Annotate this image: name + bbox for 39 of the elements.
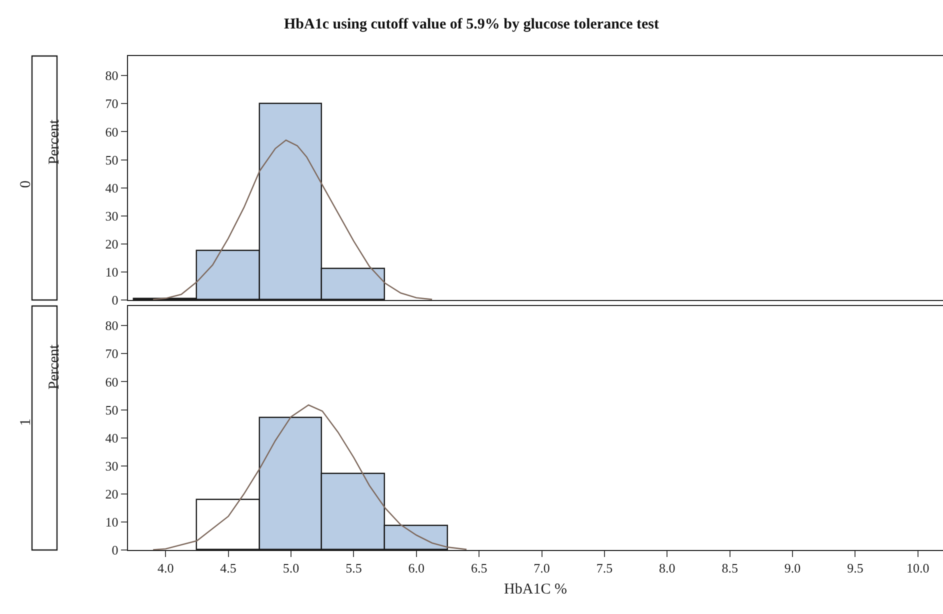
- x-tick-label: 8.0: [659, 560, 676, 576]
- line-series: [152, 404, 468, 550]
- x-axis-title: HbA1C %: [504, 582, 567, 598]
- y-axis-title: Percent: [46, 344, 62, 390]
- y-tick-label: 60: [105, 374, 118, 390]
- x-tick-label: 7.5: [596, 560, 613, 576]
- y-tick-label: 0: [112, 542, 118, 558]
- y-tick-label: 30: [105, 458, 118, 474]
- y-tick-label: 20: [105, 486, 118, 502]
- x-tick-label: 8.5: [722, 560, 738, 576]
- y-tick-label: 70: [105, 346, 118, 362]
- y-tick-label: 10: [105, 514, 118, 530]
- text: 1: [18, 418, 34, 426]
- x-tick-label: 6.5: [470, 560, 488, 576]
- x-tick-label: 7.0: [534, 560, 550, 576]
- x-tick-label: 5.5: [346, 560, 362, 576]
- y-tick-label: 30: [105, 208, 118, 224]
- x-tick-label: 6.0: [408, 560, 425, 576]
- y-axis-title: Percent: [46, 118, 62, 164]
- y-tick-label: 0: [112, 292, 118, 308]
- y-tick-label: 10: [105, 264, 118, 280]
- x-tick-label: 9.5: [847, 560, 864, 576]
- x-tick-label: 5.0: [282, 560, 300, 576]
- y-tick-label: 70: [105, 96, 118, 112]
- y-tick-label: 40: [105, 430, 118, 446]
- y-tick-label: 50: [105, 152, 118, 168]
- y-tick-label: 20: [105, 236, 118, 252]
- y-tick-label: 40: [105, 180, 118, 196]
- x-tick-label: 4.0: [157, 560, 174, 576]
- line-series: [152, 139, 433, 300]
- x-tick-label: 9.0: [784, 560, 801, 576]
- y-tick-label: 80: [105, 68, 118, 84]
- chart-title: HbA1c using cutoff value of 5.9% by glucose tolerance test: [284, 16, 659, 32]
- x-tick-label: 10.0: [906, 560, 930, 576]
- x-tick-label: 4.5: [220, 560, 236, 576]
- y-tick-label: 80: [105, 318, 118, 334]
- text: 0: [18, 180, 34, 188]
- y-tick-label: 60: [105, 124, 118, 140]
- y-tick-label: 50: [105, 402, 118, 418]
